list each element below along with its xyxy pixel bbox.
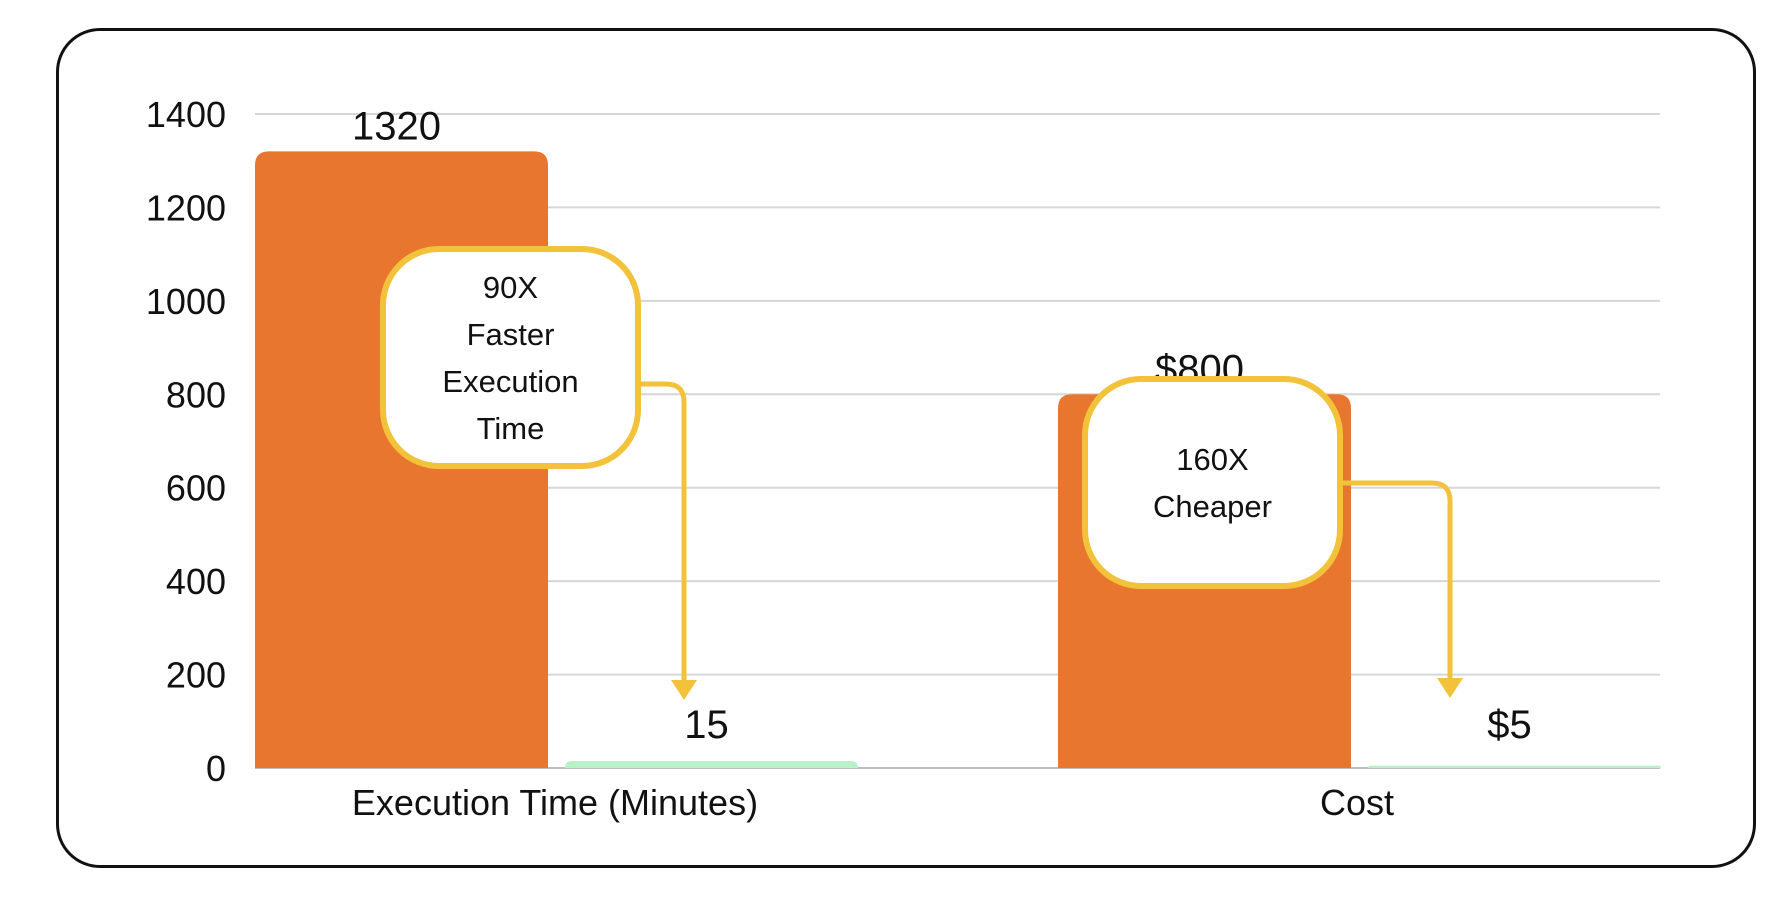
arrow-head-icon (671, 680, 697, 700)
y-tick-label: 800 (166, 374, 226, 415)
y-tick-label: 600 (166, 468, 226, 509)
y-tick-label: 0 (206, 748, 226, 789)
callout-text: 90X (483, 270, 538, 305)
y-tick-label: 1200 (146, 187, 226, 228)
callout-connector (638, 381, 687, 686)
y-tick-label: 1000 (146, 281, 226, 322)
callout-text: Cheaper (1153, 489, 1272, 524)
data-label: 1320 (352, 104, 441, 148)
callout-text: Time (477, 411, 545, 446)
callouts: 90X Faster Execution Time 160X Cheaper (380, 246, 1463, 700)
callout-text: Faster (467, 317, 555, 352)
category-label: Cost (1320, 782, 1394, 823)
callout-connector (1340, 480, 1453, 684)
callout-box (380, 246, 641, 469)
y-tick-label: 200 (166, 655, 226, 696)
category-label: Execution Time (Minutes) (352, 782, 758, 823)
arrow-head-icon (1437, 678, 1463, 698)
y-tick-label: 400 (166, 561, 226, 602)
data-label: 15 (684, 703, 729, 747)
y-tick-label: 1400 (146, 94, 226, 135)
callout-text: 160X (1176, 442, 1249, 477)
category-labels: Execution Time (Minutes) Cost (352, 782, 1394, 823)
improved-bar (565, 760, 858, 768)
callout-text: Execution (442, 364, 578, 399)
callout-box (1082, 376, 1343, 589)
data-label: $5 (1487, 703, 1532, 747)
y-axis-ticks: 0 200 400 600 800 1000 1200 1400 (146, 94, 226, 789)
improved-bar (1368, 765, 1661, 768)
